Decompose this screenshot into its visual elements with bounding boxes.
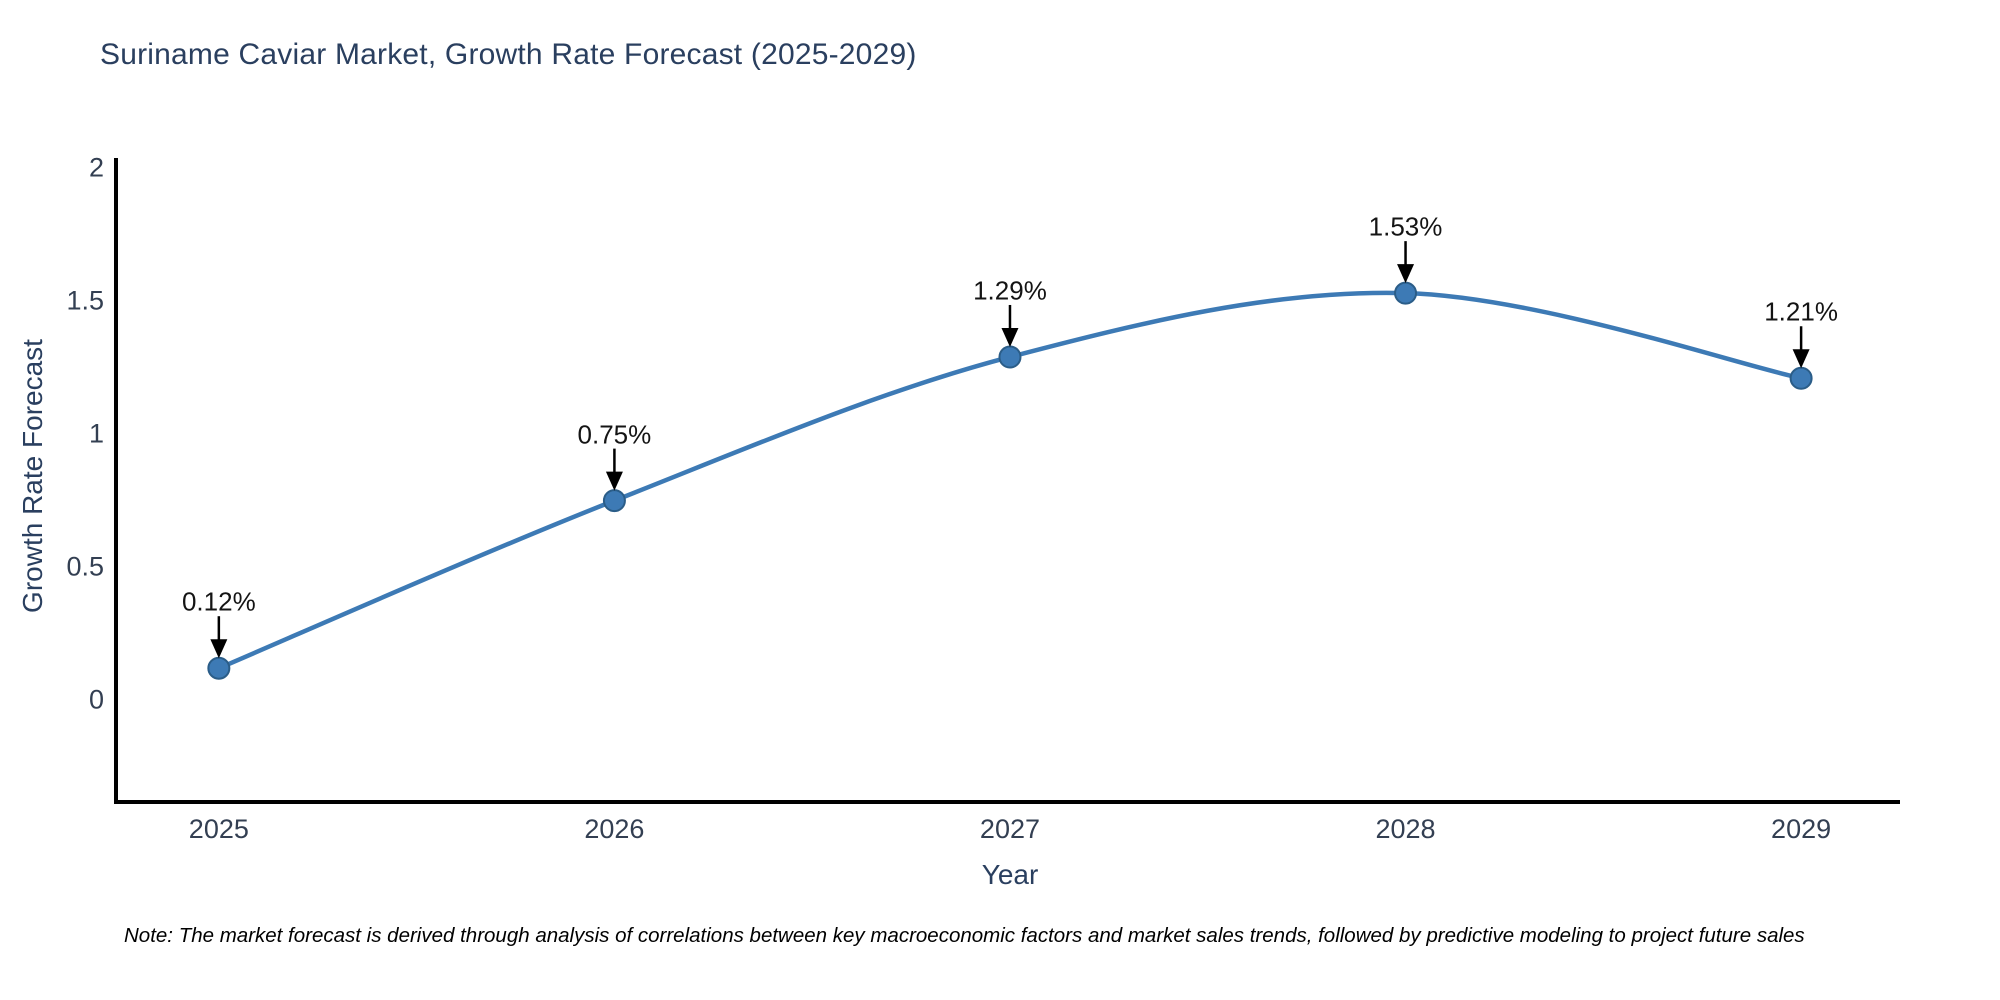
annotation-arrow-head xyxy=(1001,327,1019,347)
point-value-label: 1.53% xyxy=(1368,211,1443,242)
point-value-label: 0.12% xyxy=(181,586,256,617)
x-tick-label: 2028 xyxy=(1375,814,1436,844)
y-tick-label: 2 xyxy=(88,152,104,183)
annotation-arrow-head xyxy=(1397,264,1415,284)
data-point-marker xyxy=(602,489,626,513)
x-tick-label: 2027 xyxy=(979,814,1041,844)
annotation-arrow-head xyxy=(1792,349,1810,369)
data-point-marker xyxy=(1394,281,1418,305)
y-tick-label: 1.5 xyxy=(66,285,104,316)
x-axis-title: Year xyxy=(981,859,1039,890)
y-tick-label: 0 xyxy=(88,684,104,715)
chart-title: Suriname Caviar Market, Growth Rate Fore… xyxy=(100,38,917,71)
point-value-label: 1.21% xyxy=(1764,296,1838,327)
y-axis-title: Growth Rate Forecast xyxy=(17,339,48,613)
annotation-arrow-head xyxy=(605,471,623,491)
axis-spines xyxy=(114,158,1900,804)
x-tick-label: 2029 xyxy=(1771,814,1832,844)
point-value-label: 1.29% xyxy=(973,275,1047,306)
x-tick-label: 2025 xyxy=(188,814,249,844)
data-point-marker xyxy=(998,345,1022,369)
footnote-text: Note: The market forecast is derived thr… xyxy=(124,924,1805,947)
y-tick-label: 1 xyxy=(88,418,104,449)
y-tick-label: 0.5 xyxy=(66,551,104,582)
point-value-label: 0.75% xyxy=(577,419,652,450)
x-tick-label: 2026 xyxy=(584,814,645,844)
annotation-arrow-head xyxy=(210,639,228,659)
data-point-marker xyxy=(1789,366,1813,390)
data-point-marker xyxy=(207,656,231,680)
